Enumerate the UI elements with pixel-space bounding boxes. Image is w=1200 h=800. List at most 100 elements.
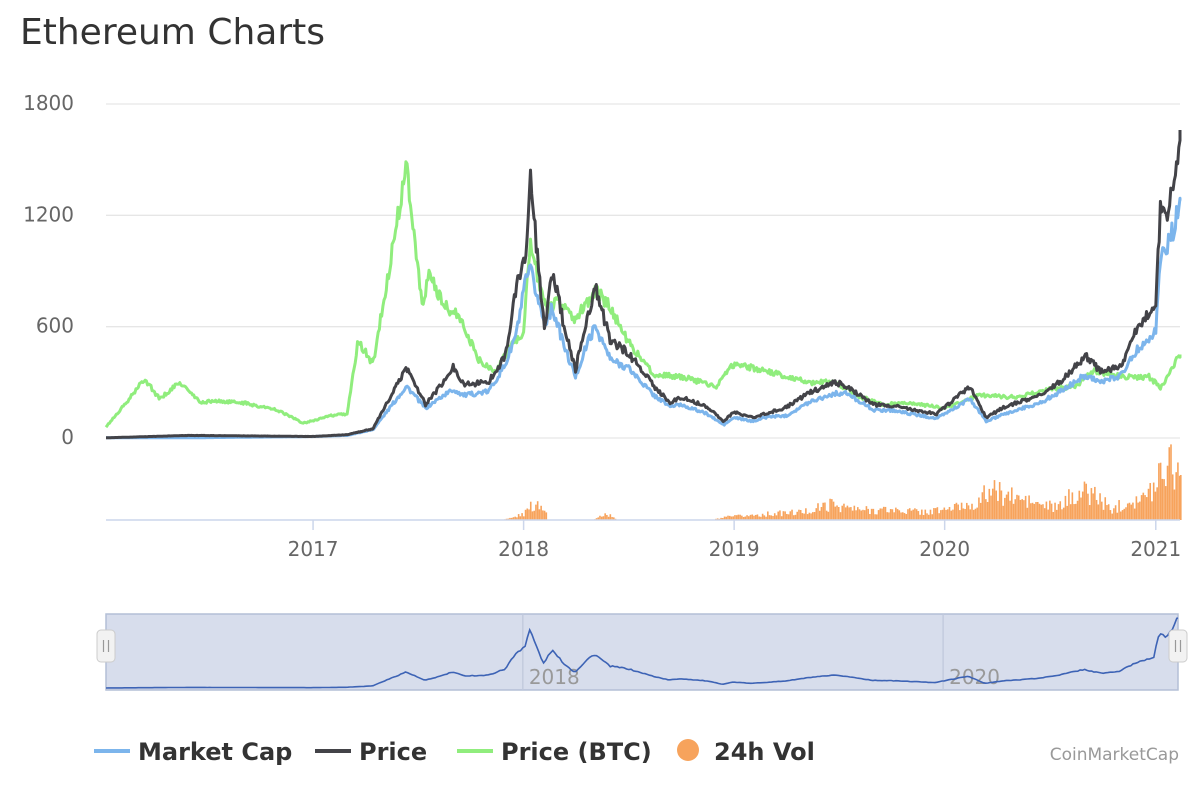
volume-bar <box>787 514 790 520</box>
x-tick-label-2020: 2020 <box>919 537 970 561</box>
volume-bar <box>517 514 520 520</box>
handle-grip-box[interactable] <box>96 629 116 663</box>
volume-bar <box>1055 509 1058 520</box>
volume-bar <box>1064 495 1067 520</box>
volume-bar <box>872 508 875 520</box>
volume-bar <box>1145 497 1148 520</box>
volume-bar <box>950 510 953 520</box>
volume-bars <box>503 444 1182 520</box>
volume-bar <box>741 515 743 520</box>
volume-bar <box>775 515 778 520</box>
volume-bar <box>1043 508 1046 520</box>
volume-bar <box>1144 495 1146 520</box>
volume-bar <box>606 514 608 520</box>
volume-bar <box>955 502 958 520</box>
navigator-left-handle[interactable] <box>96 629 116 663</box>
volume-bar <box>770 515 773 520</box>
volume-bar <box>915 509 918 520</box>
volume-bar <box>742 516 745 520</box>
range-navigator: 2018 2020 <box>96 613 1188 691</box>
volume-bar <box>910 510 913 520</box>
volume-bar <box>867 508 869 520</box>
volume-bar <box>985 499 987 520</box>
volume-bar <box>767 511 769 520</box>
volume-bar <box>1087 493 1089 520</box>
legend-item-24h-vol[interactable]: 24h Vol <box>677 738 815 766</box>
volume-bar <box>509 517 511 520</box>
volume-bar <box>521 513 523 520</box>
volume-bar <box>753 515 755 520</box>
volume-bar <box>898 510 901 520</box>
navigator-selection[interactable] <box>105 613 1179 691</box>
volume-bar <box>1021 499 1023 520</box>
legend: Market Cap Price Price (BTC) 24h Vol <box>94 738 815 766</box>
volume-bar <box>609 514 612 520</box>
series-line-price[interactable] <box>105 130 1182 440</box>
volume-bar <box>1171 474 1174 520</box>
volume-bar <box>905 514 908 520</box>
legend-item-price-btc-[interactable]: Price (BTC) <box>457 738 652 766</box>
handle-grip-box[interactable] <box>1168 629 1188 663</box>
volume-bar <box>813 511 816 520</box>
volume-bar <box>917 511 920 520</box>
volume-bar <box>853 505 856 520</box>
volume-bar <box>1125 507 1127 520</box>
volume-bar <box>1030 503 1032 520</box>
volume-bar <box>881 508 883 520</box>
volume-bar <box>1173 489 1176 520</box>
volume-bar <box>798 509 800 520</box>
volume-bar <box>964 508 966 520</box>
volume-bar <box>1088 505 1091 520</box>
volume-bar <box>1085 483 1088 520</box>
volume-bar <box>725 516 728 520</box>
x-tick-label-2019: 2019 <box>709 537 760 561</box>
volume-bar <box>732 516 735 520</box>
volume-bar <box>772 515 774 520</box>
volume-bar <box>761 513 764 520</box>
volume-bar <box>1075 503 1077 520</box>
volume-bar <box>784 511 786 520</box>
legend-item-market-cap[interactable]: Market Cap <box>94 738 292 766</box>
legend-item-price[interactable]: Price <box>315 738 427 766</box>
volume-bar <box>531 511 534 520</box>
volume-bar <box>806 514 809 520</box>
volume-bar <box>1107 504 1110 520</box>
navigator-right-handle[interactable] <box>1168 629 1188 663</box>
volume-bar <box>524 509 527 520</box>
volume-bar <box>780 516 783 520</box>
volume-bar <box>1040 504 1043 520</box>
volume-bar <box>891 509 894 520</box>
volume-bar <box>971 503 973 520</box>
x-tick-label-2017: 2017 <box>288 537 339 561</box>
volume-bar <box>969 509 972 520</box>
volume-bar <box>538 509 541 520</box>
volume-bar <box>1156 487 1158 520</box>
legend-label: Price <box>359 738 427 766</box>
volume-bar <box>1014 499 1017 520</box>
series-line-price-btc-[interactable] <box>104 160 1182 429</box>
volume-bar <box>536 501 539 520</box>
volume-bar <box>747 516 750 520</box>
volume-bar <box>924 509 927 520</box>
volume-bar <box>760 516 762 520</box>
volume-bar <box>545 512 548 520</box>
volume-bar <box>1142 492 1145 520</box>
volume-bar <box>839 512 842 520</box>
volume-bar <box>611 516 613 520</box>
volume-bar <box>1097 504 1100 520</box>
volume-bar <box>734 515 736 520</box>
volume-bar <box>879 508 882 520</box>
volume-bar <box>1177 462 1179 520</box>
volume-bar <box>528 509 530 520</box>
volume-bar <box>791 509 793 520</box>
volume-bar <box>799 510 802 520</box>
credit-label[interactable]: CoinMarketCap <box>1050 745 1179 765</box>
volume-bar <box>1007 491 1010 520</box>
volume-bar <box>938 513 940 520</box>
volume-bar <box>1061 509 1063 520</box>
y-tick-label-600: 600 <box>36 314 74 338</box>
volume-bar <box>1128 502 1131 520</box>
navigator-series-line <box>105 617 1179 689</box>
volume-bar <box>512 517 515 520</box>
volume-bar <box>1005 494 1008 520</box>
